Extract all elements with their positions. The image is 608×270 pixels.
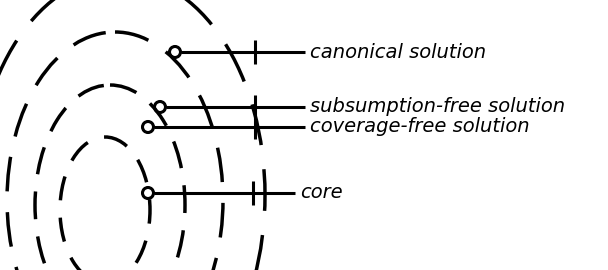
Text: core: core	[300, 184, 343, 202]
Text: subsumption-free solution: subsumption-free solution	[310, 97, 565, 116]
Text: coverage-free solution: coverage-free solution	[310, 117, 530, 137]
Text: canonical solution: canonical solution	[310, 42, 486, 62]
